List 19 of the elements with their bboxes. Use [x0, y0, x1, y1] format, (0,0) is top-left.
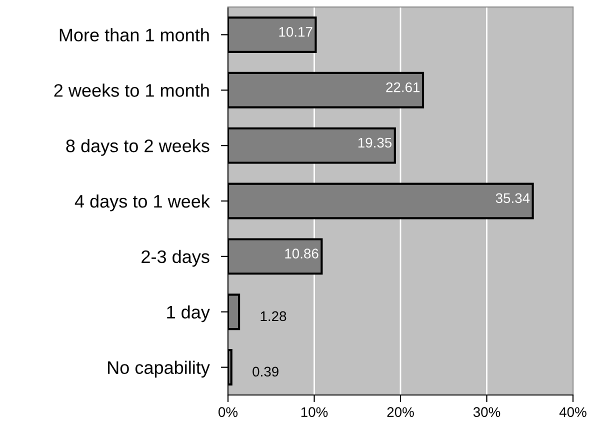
x-tick-label: 40%: [559, 407, 586, 418]
data-label: 10.17: [279, 26, 312, 37]
x-tick-label: 10%: [301, 407, 328, 418]
data-label: 10.86: [285, 248, 318, 258]
x-tick-label: 30%: [473, 407, 500, 418]
data-label: 1.28: [260, 311, 286, 322]
y-tick-label: No capability: [108, 360, 210, 378]
y-tick-label: More than 1 month: [60, 28, 209, 42]
x-tick-label: 0%: [218, 407, 238, 418]
data-label: 22.61: [386, 82, 420, 92]
y-tick-label: 8 days to 2 weeks: [66, 139, 210, 156]
data-label: 19.35: [358, 138, 392, 148]
y-tick-label: 2 weeks to 1 month: [54, 84, 209, 97]
data-label: 35.34: [496, 193, 530, 204]
y-tick-label: 1 day: [167, 305, 210, 322]
x-tick-label: 20%: [387, 407, 414, 418]
data-label: 0.39: [252, 366, 278, 377]
y-tick-label: 4 days to 1 week: [74, 194, 210, 212]
y-tick-label: 2-3 days: [142, 250, 210, 267]
